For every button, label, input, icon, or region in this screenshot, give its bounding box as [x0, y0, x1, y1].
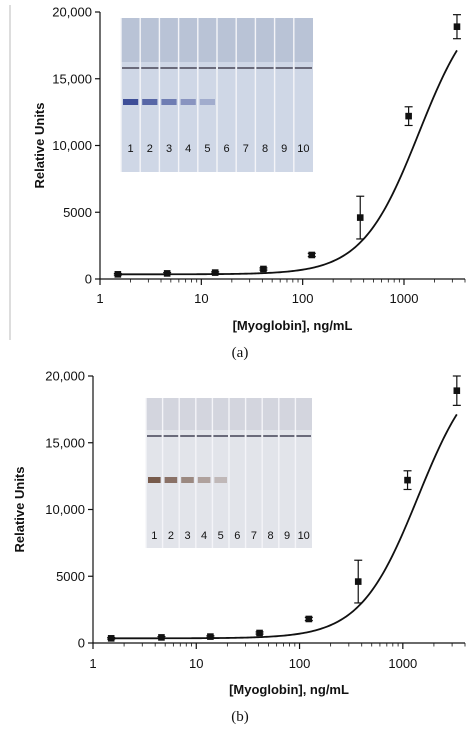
- x-tick-label: 1000: [388, 656, 417, 671]
- inset-lane-label: 10: [298, 530, 310, 542]
- y-axis-label: Relative Units: [32, 103, 47, 189]
- inset-test-band: [161, 99, 177, 105]
- data-point: [256, 629, 263, 637]
- data-point: [354, 578, 362, 585]
- y-tick-label: 0: [78, 636, 85, 651]
- inset-test-band: [123, 99, 139, 105]
- data-point: [405, 112, 412, 120]
- inset-lane-label: 8: [267, 530, 273, 542]
- inset-strip-image: 1 2 3 4 5 6 7 8 9 10: [145, 398, 312, 548]
- inset-lane-label: 4: [185, 143, 191, 155]
- data-point: [453, 387, 461, 394]
- inset-lane-label: 9: [281, 143, 287, 155]
- inset-lane-label: 7: [251, 530, 257, 542]
- inset-lane-label: 10: [297, 143, 309, 155]
- y-tick-label: 0: [85, 272, 92, 287]
- y-tick-label: 20,000: [52, 5, 92, 20]
- panel-label: (a): [232, 345, 249, 361]
- panel-label: (b): [231, 709, 249, 725]
- x-tick-label: 1: [96, 291, 103, 306]
- inset-lane-label: 7: [243, 143, 249, 155]
- fit-curve: [117, 49, 458, 276]
- inset-test-band: [214, 477, 227, 483]
- x-tick-label: 10: [189, 656, 203, 671]
- data-point: [404, 476, 411, 484]
- x-axis-label: [Myoglobin], ng/mL: [233, 318, 353, 333]
- data-point: [158, 634, 165, 641]
- fit-curve: [111, 413, 458, 640]
- y-tick-label: 5000: [63, 205, 92, 220]
- inset-strip-image: 1 2 3 4 5 6 7 8 9 10: [120, 18, 313, 172]
- x-tick-label: 1: [89, 656, 96, 671]
- inset-test-band: [180, 99, 196, 105]
- data-point: [207, 633, 214, 640]
- data-point: [163, 270, 171, 277]
- y-tick-label: 10,000: [45, 502, 85, 517]
- inset-lane-label: 9: [284, 530, 290, 542]
- inset-lane-label: 6: [234, 530, 240, 542]
- inset-lane-label: 3: [166, 143, 172, 155]
- inset-lane-label: 2: [168, 530, 174, 542]
- inset-lane-label: 2: [147, 143, 153, 155]
- inset-test-band: [142, 99, 158, 105]
- y-tick-label: 15,000: [52, 71, 92, 86]
- inset-test-band: [164, 477, 178, 483]
- x-tick-label: 1000: [390, 291, 419, 306]
- inset-test-band: [148, 477, 161, 483]
- data-point: [305, 615, 313, 623]
- data-point: [260, 265, 267, 273]
- y-tick-label: 20,000: [45, 369, 85, 384]
- data-point: [211, 269, 219, 276]
- y-tick-label: 5000: [56, 569, 85, 584]
- inset-test-band: [197, 477, 211, 483]
- y-tick-label: 10,000: [52, 138, 92, 153]
- x-tick-label: 100: [292, 291, 314, 306]
- x-tick-label: 10: [194, 291, 208, 306]
- data-point: [356, 214, 364, 221]
- inset-lane-label: 8: [262, 143, 268, 155]
- inset-lane-label: 6: [224, 143, 230, 155]
- inset-lane-label: 5: [204, 143, 210, 155]
- inset-lane-label: 1: [128, 143, 134, 155]
- y-tick-label: 15,000: [45, 435, 85, 450]
- inset-lane-label: 5: [218, 530, 224, 542]
- data-point: [453, 23, 461, 30]
- data-point: [114, 271, 122, 278]
- inset-test-band: [181, 477, 194, 483]
- data-point: [107, 635, 115, 642]
- inset-lane-label: 3: [184, 530, 190, 542]
- x-axis-label: [Myoglobin], ng/mL: [229, 682, 349, 697]
- y-axis-label: Relative Units: [12, 467, 27, 553]
- inset-lane-label: 1: [151, 530, 157, 542]
- inset-lane-label: 4: [201, 530, 207, 542]
- data-point: [308, 251, 316, 259]
- x-tick-label: 100: [289, 656, 311, 671]
- inset-test-band: [199, 99, 215, 105]
